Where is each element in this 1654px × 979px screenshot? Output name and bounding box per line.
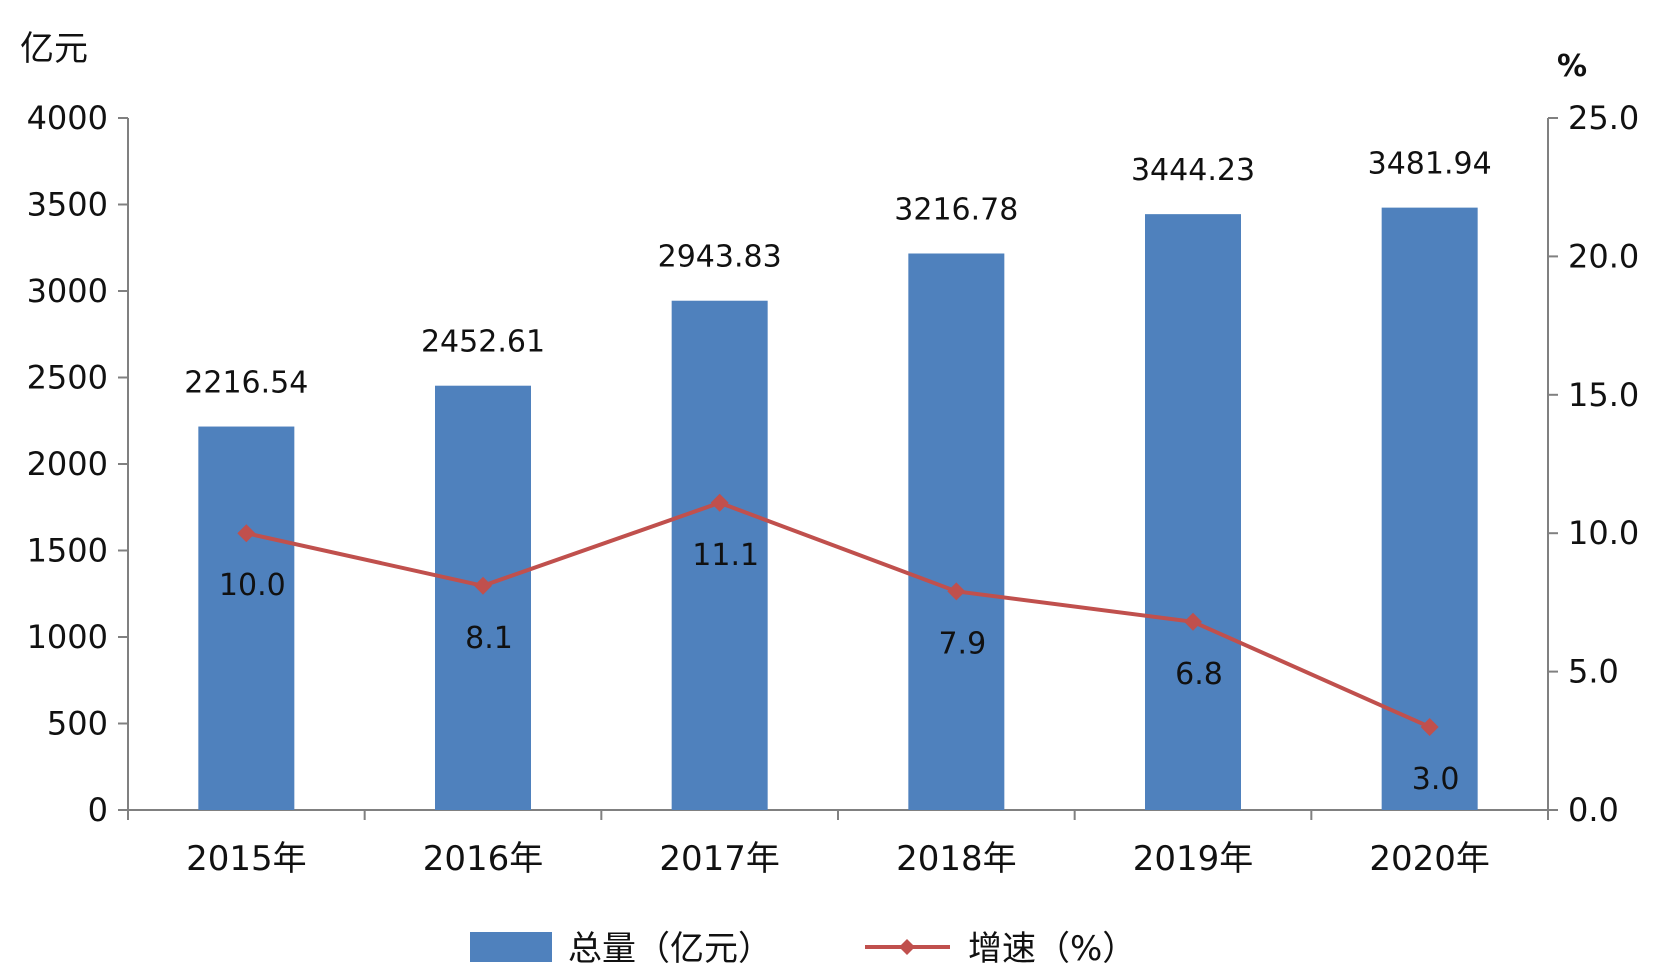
bar-value-label: 2216.54 <box>184 366 308 401</box>
bar-value-label: 3481.94 <box>1368 147 1492 182</box>
line-point <box>1184 612 1202 631</box>
line-series-group <box>237 493 1439 736</box>
bar-value-label: 2452.61 <box>421 325 545 360</box>
line-point <box>1420 717 1439 736</box>
bar-value-label: 3216.78 <box>894 192 1018 227</box>
growth-line <box>245 500 1431 729</box>
bar <box>1145 214 1241 811</box>
bar-value-label: 3444.23 <box>1131 153 1255 188</box>
axes-group: 0 500 1000 1500 2000 2500 3000 3500 4000 0.0 5.0 10… <box>27 99 1640 879</box>
y-left-tick-label: 500 <box>47 705 108 743</box>
y-left-tick-label: 2500 <box>27 359 108 397</box>
y-right-tick-label: 15.0 <box>1568 376 1639 414</box>
y-left-tick-label: 0 <box>88 791 108 829</box>
x-tick-label: 2015年 <box>186 839 307 879</box>
legend: 总量（亿元） 增速（%） <box>470 929 1136 969</box>
x-tick-label: 2017年 <box>659 839 780 879</box>
x-tick-label: 2016年 <box>423 839 544 879</box>
y-left-unit-label: 亿元 <box>20 29 88 69</box>
line-value-label: 6.8 <box>1175 657 1223 692</box>
line-point <box>474 576 492 595</box>
legend-line-marker <box>899 939 915 955</box>
data-labels-group: 2216.54 2452.61 2943.83 3216.78 3444.23 3481.… <box>184 147 1491 797</box>
bar <box>908 253 1005 810</box>
y-right-unit-label: % <box>1557 49 1587 84</box>
y-left-tick-label: 3000 <box>27 272 108 310</box>
x-tick-label: 2019年 <box>1133 839 1254 879</box>
y-left-tick-label: 2000 <box>27 445 108 483</box>
line-point <box>710 493 729 512</box>
bar <box>671 300 768 810</box>
line-value-label: 3.0 <box>1412 762 1460 797</box>
legend-bar-label: 总量（亿元） <box>568 929 772 969</box>
legend-line-label: 增速（%） <box>968 929 1136 969</box>
legend-bar-swatch <box>470 932 552 962</box>
y-left-tick-label: 1500 <box>27 532 108 570</box>
line-value-label: 8.1 <box>465 621 513 656</box>
y-right-tick-label: 5.0 <box>1568 653 1619 691</box>
bar-series-group <box>198 207 1478 811</box>
bar <box>435 385 531 810</box>
bar-value-label: 2943.83 <box>658 240 782 275</box>
y-left-tick-label: 4000 <box>27 99 108 137</box>
line-point <box>237 524 256 543</box>
bar <box>198 426 295 810</box>
line-value-label: 7.9 <box>938 626 986 661</box>
x-tick-label: 2018年 <box>896 839 1017 879</box>
y-right-tick-label: 25.0 <box>1568 99 1639 137</box>
bar <box>1381 207 1478 810</box>
y-left-tick-label: 1000 <box>27 618 108 656</box>
y-right-tick-label: 20.0 <box>1568 237 1639 275</box>
line-value-label: 11.1 <box>692 538 759 573</box>
y-left-tick-label: 3500 <box>27 186 108 224</box>
line-point <box>947 582 966 601</box>
y-right-tick-label: 0.0 <box>1568 791 1619 829</box>
y-right-tick-label: 10.0 <box>1568 514 1639 552</box>
line-value-label: 10.0 <box>219 568 286 603</box>
x-tick-label: 2020年 <box>1369 839 1490 879</box>
